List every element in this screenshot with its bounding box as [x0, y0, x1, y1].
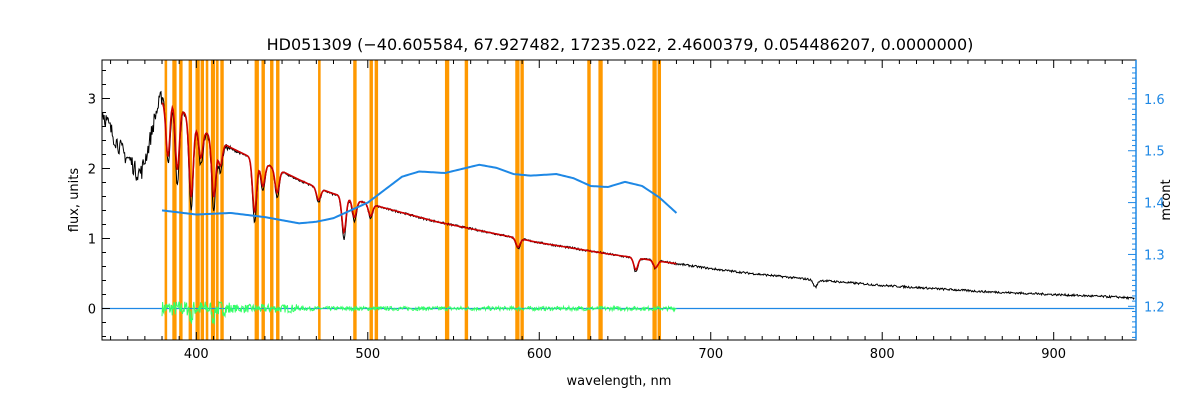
y-tick-label: 0 [88, 303, 96, 318]
x-tick-label: 700 [698, 347, 723, 362]
x-axis: 400 500 600 700 800 900 [110, 60, 1123, 362]
y-tick-label: 2 [88, 163, 96, 178]
masked-band [205, 60, 209, 340]
y2-tick-label: 1.6 [1144, 93, 1165, 108]
masked-band [164, 60, 168, 340]
x-tick-label: 600 [527, 347, 552, 362]
masked-band [598, 60, 603, 340]
y2-tick-label: 1.3 [1144, 248, 1165, 263]
x-tick-label: 800 [870, 347, 895, 362]
y2-tick-label: 1.5 [1144, 145, 1165, 160]
masked-band [587, 60, 591, 340]
chart-title: HD051309 (−40.605584, 67.927482, 17235.0… [267, 35, 974, 54]
masked-band [172, 60, 177, 340]
y2-axis-label: mcont [1159, 179, 1174, 220]
x-tick-label: 900 [1041, 347, 1066, 362]
x-tick-label: 500 [355, 347, 380, 362]
x-tick-label: 400 [184, 347, 209, 362]
y2-axis: 1.2 1.3 1.4 1.5 1.6 [1128, 60, 1165, 340]
x-axis-label: wavelength, nm [567, 374, 672, 389]
plot-lines [101, 90, 1135, 326]
masked-band [444, 60, 450, 340]
masked-band [374, 60, 379, 340]
masked-band [270, 60, 274, 340]
masked-band [520, 60, 524, 340]
masked-band [464, 60, 469, 340]
masked-bands [164, 60, 662, 340]
masked-band [200, 60, 205, 340]
masked-band [276, 60, 280, 340]
masked-band [195, 60, 200, 340]
y2-tick-label: 1.4 [1144, 197, 1165, 212]
series-residual [161, 300, 677, 326]
y-axis: 0 1 2 3 [88, 70, 110, 337]
masked-band [515, 60, 520, 340]
y-tick-label: 3 [88, 93, 96, 108]
y2-tick-label: 1.2 [1144, 300, 1165, 315]
y-tick-label: 1 [88, 233, 96, 248]
masked-band [261, 60, 265, 340]
masked-band [179, 60, 183, 340]
masked-band [657, 60, 662, 340]
masked-band [216, 60, 219, 340]
y-axis-label: flux, units [67, 168, 82, 233]
series-mcont [161, 163, 678, 225]
masked-band [353, 60, 357, 340]
masked-band [652, 60, 657, 340]
masked-band [220, 60, 224, 340]
series-model [161, 102, 677, 271]
